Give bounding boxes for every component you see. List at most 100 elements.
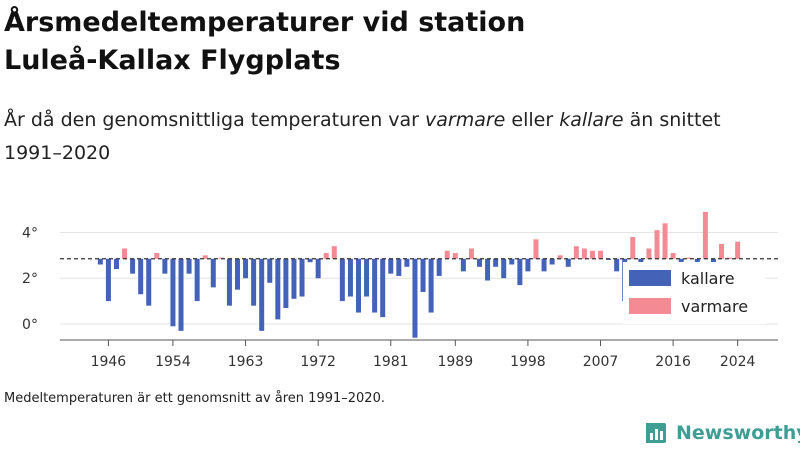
bar-2011 <box>630 237 636 259</box>
bar-1964 <box>251 258 257 306</box>
bar-2020 <box>702 211 708 259</box>
bar-1961 <box>226 258 232 306</box>
bar-1975 <box>339 258 345 302</box>
bar-1963 <box>243 258 249 279</box>
y-tick-label-2: 2° <box>22 271 38 287</box>
temperature-bar-chart: 0° 2° 4° 1946 1954 1963 1972 1981 1989 1998 2007 20… <box>22 211 778 370</box>
subtitle-emphasis-kallare: kallare <box>559 109 624 131</box>
footnote: Medeltemperaturen är ett genomsnitt av å… <box>4 391 385 406</box>
bar-2004 <box>573 246 579 259</box>
subtitle-text-2: eller <box>505 109 560 131</box>
bar-2007 <box>598 250 604 259</box>
bar-1955 <box>178 258 184 331</box>
x-tick-label-2024: 2024 <box>720 354 756 370</box>
bar-1983 <box>404 258 410 267</box>
bar-1997 <box>517 258 523 286</box>
bar-2006 <box>589 250 595 259</box>
bar-1989 <box>452 253 458 259</box>
bar-1958 <box>202 255 208 259</box>
x-tick-label-1998: 1998 <box>510 354 546 370</box>
bar-1985 <box>420 258 426 292</box>
bar-1947 <box>113 258 119 270</box>
bar-2000 <box>541 258 547 272</box>
bar-1954 <box>170 258 176 327</box>
bar-2021 <box>710 258 716 265</box>
bar-2003 <box>565 258 571 267</box>
bar-1966 <box>267 258 273 283</box>
brand-name: Newsworthy <box>676 422 800 444</box>
x-tick-label-1963: 1963 <box>228 354 264 370</box>
bar-1967 <box>275 258 281 320</box>
bar-1980 <box>380 258 386 318</box>
bar-1984 <box>412 258 418 338</box>
bar-2014 <box>654 230 660 259</box>
bar-chart-logo-icon <box>646 423 666 443</box>
bar-2017 <box>678 258 684 263</box>
bar-2009 <box>614 258 620 272</box>
bar-1957 <box>194 258 200 302</box>
x-tick-label-2007: 2007 <box>583 354 619 370</box>
bar-1999 <box>533 239 539 259</box>
y-tick-label-4: 4° <box>22 225 38 241</box>
bar-1951 <box>146 258 152 306</box>
bar-1988 <box>444 250 450 259</box>
bar-1948 <box>122 248 128 259</box>
chart-subtitle: År då den genomsnittliga temperaturen va… <box>4 104 784 170</box>
legend-swatch-varmare <box>629 298 671 314</box>
bar-1990 <box>460 258 466 272</box>
x-tick-label-2016: 2016 <box>655 354 691 370</box>
brand-logo: Newsworthy <box>644 418 800 448</box>
bar-1962 <box>234 258 240 290</box>
bar-1956 <box>186 258 192 274</box>
chart-title-line-2: Luleå-Kallax Flygplats <box>4 45 341 76</box>
bar-2023 <box>727 257 733 259</box>
bar-2013 <box>646 248 652 259</box>
bar-1976 <box>347 258 353 297</box>
x-tick-label-1972: 1972 <box>300 354 336 370</box>
bar-1979 <box>372 258 378 313</box>
bar-1970 <box>299 258 305 297</box>
bar-1973 <box>323 253 329 259</box>
bar-2022 <box>719 243 725 259</box>
bar-1945 <box>97 258 103 265</box>
bar-1981 <box>388 258 394 274</box>
subtitle-emphasis-varmare: varmare <box>425 109 506 131</box>
legend-swatch-kallare <box>629 270 671 286</box>
bar-1968 <box>283 258 289 308</box>
bar-2005 <box>581 248 587 259</box>
bar-1991 <box>468 248 474 259</box>
subtitle-text-1: År då den genomsnittliga temperaturen va… <box>4 109 426 131</box>
bar-2001 <box>549 258 555 265</box>
bar-2024 <box>735 241 741 259</box>
bar-1992 <box>477 258 483 267</box>
bar-1950 <box>138 258 144 295</box>
bar-1998 <box>525 258 531 272</box>
bar-1974 <box>331 246 337 259</box>
bar-1953 <box>162 258 168 274</box>
chart-title: Årsmedeltemperaturer vid station Luleå-K… <box>4 4 784 80</box>
bar-1972 <box>315 258 321 279</box>
bar-1952 <box>154 253 160 259</box>
bar-1996 <box>509 258 515 265</box>
bar-1977 <box>355 258 361 313</box>
x-tick-label-1946: 1946 <box>91 354 127 370</box>
chart-title-line-1: Årsmedeltemperaturer vid station <box>4 7 526 38</box>
x-tick-label-1981: 1981 <box>373 354 409 370</box>
x-tick-label-1954: 1954 <box>155 354 191 370</box>
bar-2018 <box>686 257 692 259</box>
bar-1959 <box>210 258 216 288</box>
bar-1965 <box>259 258 265 331</box>
bar-1993 <box>485 258 491 281</box>
legend-label-kallare: kallare <box>681 269 735 288</box>
y-tick-label-0: 0° <box>22 317 38 333</box>
bar-1995 <box>501 258 507 279</box>
bar-1994 <box>493 258 499 267</box>
bar-1969 <box>291 258 297 299</box>
subtitle-text-3: än snittet 1991–2020 <box>4 109 721 164</box>
bar-1946 <box>105 258 111 302</box>
bar-1971 <box>307 258 313 263</box>
bar-1987 <box>436 258 442 276</box>
legend-label-varmare: varmare <box>681 297 748 316</box>
x-tick-label-1989: 1989 <box>437 354 473 370</box>
bar-2015 <box>662 223 668 259</box>
